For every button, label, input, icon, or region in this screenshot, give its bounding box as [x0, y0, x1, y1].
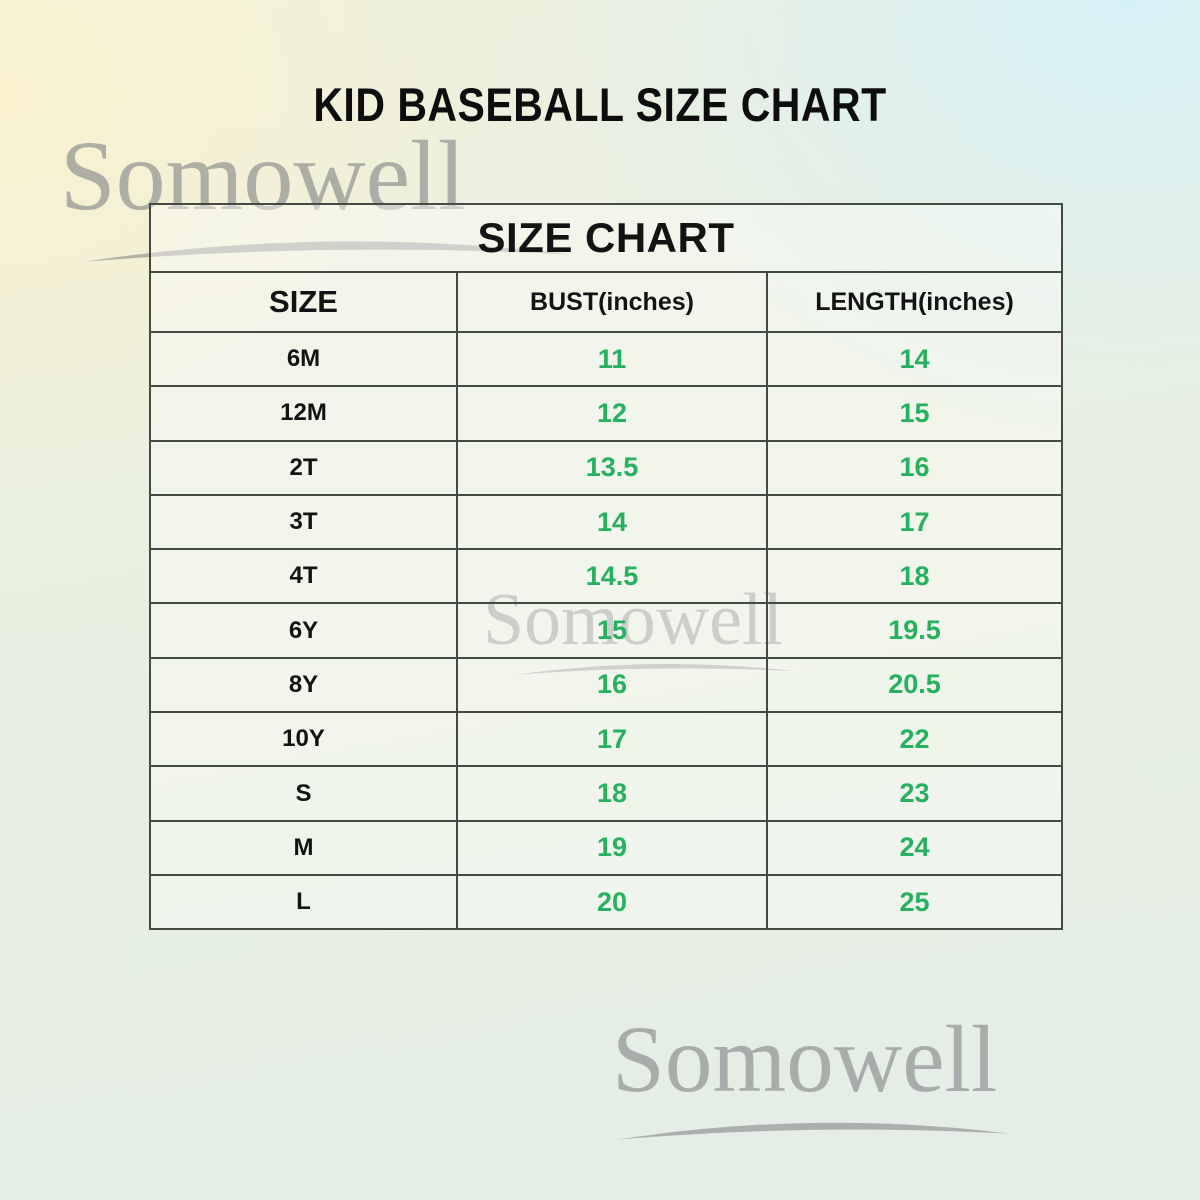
cell-size: 4T: [289, 562, 318, 590]
cell-size: 12M: [280, 399, 327, 427]
watermark-text: Somowell: [612, 1006, 998, 1112]
cell-bust: 11: [456, 333, 766, 386]
table-row: 3T 14 17: [151, 493, 1061, 549]
cell-length: 24: [766, 821, 1061, 874]
page-title: KID BASEBALL SIZE CHART: [313, 78, 887, 132]
watermark-swoosh-icon: [618, 1122, 1010, 1140]
cell-length: 15: [766, 387, 1061, 440]
table-row: S 18 23: [151, 765, 1061, 820]
table-row: 10Y 17 22: [151, 711, 1061, 766]
cell-size: 2T: [289, 453, 318, 481]
column-header-size: SIZE: [269, 284, 338, 319]
table-row: 4T 14.5 18: [151, 548, 1061, 603]
cell-length: 17: [766, 495, 1061, 549]
cell-size: 10Y: [282, 725, 325, 753]
cell-bust: 16: [456, 658, 766, 712]
cell-bust: 14.5: [456, 550, 766, 603]
table-body: 6M 11 14 12M 12 15 2T 13.5 16 3T: [151, 331, 1061, 929]
cell-length: 25: [766, 875, 1061, 929]
table-row: 2T 13.5 16: [151, 439, 1061, 494]
cell-bust: 18: [456, 767, 766, 820]
column-header-length: LENGTH(inches): [766, 273, 1061, 331]
table-row: 6M 11 14: [151, 331, 1061, 386]
cell-size: 8Y: [288, 670, 319, 698]
cell-length: 20.5: [766, 658, 1061, 712]
watermark-somowell-bottom: Somowell: [612, 1012, 1010, 1143]
table-title: SIZE CHART: [477, 214, 735, 261]
size-chart-table: SIZE CHART SIZE BUST(inches) LENGTH(inch…: [149, 203, 1063, 931]
cell-size: 6Y: [288, 616, 319, 644]
table-row: 8Y 16 20.5: [151, 656, 1061, 712]
cell-length: 23: [766, 767, 1061, 820]
cell-bust: 12: [456, 387, 766, 440]
cell-bust: 14: [456, 495, 766, 549]
cell-size: L: [296, 888, 311, 916]
cell-bust: 13.5: [456, 441, 766, 494]
cell-length: 19.5: [766, 604, 1061, 657]
table-row: M 19 24: [151, 819, 1061, 874]
table-row: 12M 12 15: [151, 385, 1061, 440]
cell-size: 6M: [286, 345, 321, 373]
cell-length: 14: [766, 333, 1061, 386]
cell-size: M: [293, 833, 314, 861]
column-header-bust: BUST(inches): [456, 273, 766, 331]
cell-bust: 20: [456, 875, 766, 929]
cell-length: 16: [766, 441, 1061, 494]
cell-length: 22: [766, 713, 1061, 766]
cell-bust: 17: [456, 713, 766, 766]
cell-length: 18: [766, 550, 1061, 603]
table-row: 6Y 15 19.5: [151, 602, 1061, 657]
table-header-row: SIZE BUST(inches) LENGTH(inches): [151, 271, 1061, 331]
cell-bust: 15: [456, 604, 766, 657]
cell-size: 3T: [289, 508, 318, 536]
cell-size: S: [295, 779, 312, 807]
cell-bust: 19: [456, 821, 766, 874]
table-row: L 20 25: [151, 873, 1061, 929]
